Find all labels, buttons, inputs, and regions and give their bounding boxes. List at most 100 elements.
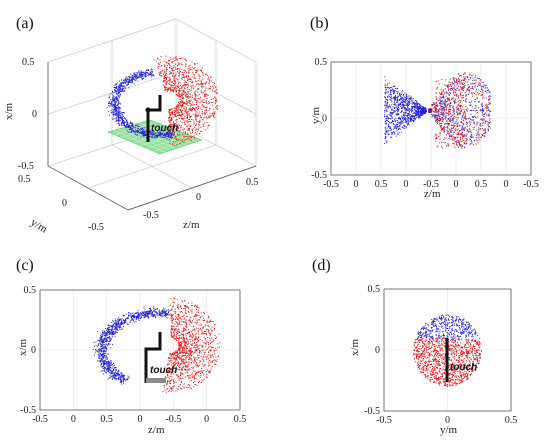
panel-b-blue-point — [415, 115, 417, 117]
panel-a-blue-point — [112, 98, 114, 100]
panel-c-blue-point — [138, 319, 140, 321]
panel-c-blue-point — [146, 315, 147, 317]
panel-b-blue-point — [404, 99, 406, 101]
panel-a-blue-point — [108, 96, 110, 98]
panel-b-cone-point — [448, 118, 450, 120]
panel-a-red-point — [178, 113, 180, 115]
panel-a-blue-point — [138, 72, 140, 74]
panel-a-red-point — [193, 109, 195, 111]
panel-a-red-point — [199, 120, 201, 122]
panel-c-blue-point — [119, 324, 121, 326]
panel-b-cone-point — [486, 114, 488, 116]
panel-b-cone-point — [475, 94, 477, 96]
panel-a-blue-point — [152, 73, 154, 75]
panel-b-cone-point — [453, 108, 455, 110]
panel-a-red-point — [185, 60, 187, 62]
panel-a-blue-point — [134, 73, 136, 75]
panel-b-cone-point — [483, 116, 485, 118]
panel-a-blue-point — [134, 132, 136, 134]
panel-a-red-point — [204, 107, 206, 108]
panel-c-ytick: -0.5 — [20, 405, 36, 416]
panel-b-cone-point — [443, 127, 445, 129]
panel-b-cone-point — [459, 83, 461, 85]
panel-b-blue-point — [389, 121, 390, 123]
panel-a-blue-point — [136, 132, 138, 133]
panel-c-blue-point — [149, 313, 151, 315]
panel-b-blue-point — [423, 111, 425, 113]
panel-a-blue-point — [108, 97, 110, 99]
panel-a-red-point — [172, 144, 174, 146]
panel-a-blue-point — [150, 73, 152, 75]
panel-b-blue-point — [400, 101, 402, 103]
panel-a-red-point — [181, 69, 183, 71]
panel-b-cone-point — [455, 84, 457, 86]
panel-c-blue-point — [100, 356, 102, 358]
panel-b-cone-point — [431, 113, 433, 115]
panel-c-blue-point — [141, 312, 143, 314]
panel-a-red-point — [171, 70, 173, 72]
panel-a-red-point — [164, 69, 166, 71]
panel-a-red-point — [212, 86, 214, 87]
panel-c-blue-point — [97, 331, 99, 332]
panel-b-red-point — [456, 125, 458, 127]
panel-c-blue-point — [108, 368, 109, 370]
panel-b-cone-point — [466, 128, 468, 130]
panel-a-red-point — [169, 127, 171, 129]
panel-b-red-point — [454, 125, 456, 126]
panel-b-red-point — [448, 143, 450, 145]
panel-b-red-point — [444, 98, 446, 100]
panel-a-red-point — [197, 115, 199, 117]
panel-b-cone-point — [442, 129, 444, 131]
panel-a-red-point — [155, 60, 157, 62]
panel-b-red-point — [452, 116, 454, 118]
panel-a-red-point — [203, 116, 205, 118]
panel-a-blue-point — [152, 136, 153, 138]
panel-a-red-point — [173, 78, 175, 80]
panel-c-blue-point — [114, 373, 115, 375]
panel-b-red-point — [436, 88, 438, 90]
panel-b-cone-point — [482, 105, 484, 107]
panel-c-blue-point — [98, 357, 100, 359]
panel-b-blue-point — [421, 105, 422, 107]
panel-b-blue-point — [384, 83, 386, 85]
panel-a-red-point — [193, 108, 195, 109]
panel-b-cone-point — [476, 125, 478, 127]
panel-b-blue-point — [389, 96, 391, 98]
panel-b-blue-point — [405, 95, 407, 97]
panel-b-blue-point — [406, 103, 408, 105]
panel-a-red-point — [184, 106, 186, 108]
panel-a-red-point — [181, 96, 183, 98]
panel-c-blue-point — [108, 361, 109, 363]
panel-a-red-point — [195, 133, 197, 135]
panel-b-cone-point — [487, 123, 489, 125]
panel-b-cone-point — [428, 112, 430, 113]
panel-b-cone-point — [463, 120, 465, 122]
panel-a-blue-point — [113, 105, 115, 106]
panel-c-blue-point — [102, 352, 104, 354]
panel-a-blue-point — [122, 112, 124, 113]
panel-b-blue-point — [418, 113, 420, 115]
panel-b-cone-point — [484, 131, 486, 133]
panel-c-blue-point — [109, 332, 110, 334]
panel-a-red-point — [182, 97, 184, 99]
panel-b-cone-point — [438, 111, 440, 113]
panel-b-cone-point — [482, 97, 484, 99]
panel-b-cone-point — [452, 136, 454, 138]
panel-b-red-point — [454, 81, 456, 83]
panel-b-cone-point — [469, 130, 471, 132]
panel-b-red-point — [456, 129, 458, 131]
panel-a-red-point — [165, 72, 167, 74]
panel-a-blue-point — [140, 129, 141, 131]
panel-b-cone-point — [461, 141, 463, 143]
panel-a-blue-point — [151, 72, 153, 74]
panel-b-red-point — [451, 97, 453, 99]
panel-a-red-point — [153, 59, 155, 61]
panel-c-blue-point — [158, 309, 160, 311]
panel-a-blue-point — [113, 106, 114, 108]
panel-a-blue-point — [116, 119, 118, 121]
panel-b-cone-point — [459, 99, 461, 101]
panel-b-blue-point — [394, 99, 396, 101]
panel-b-blue-point — [386, 103, 388, 105]
panel-c-blue-point — [113, 368, 115, 370]
panel-a-red-point — [199, 122, 201, 124]
